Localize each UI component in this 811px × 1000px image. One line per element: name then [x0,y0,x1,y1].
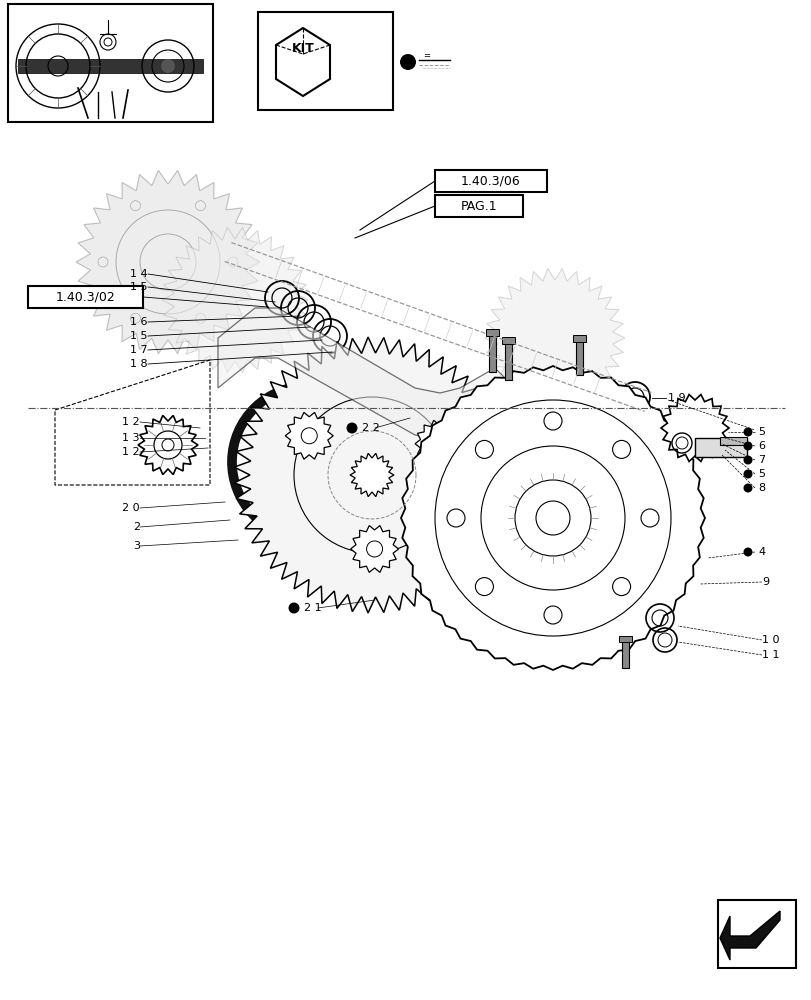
Bar [694,438,746,457]
Text: 1 5: 1 5 [131,331,148,341]
Polygon shape [276,28,329,96]
Text: 1 2: 1 2 [122,447,139,457]
Bar [18,59,203,73]
Polygon shape [138,415,198,475]
Polygon shape [162,227,307,373]
Text: 1 1: 1 1 [761,650,779,660]
Bar [501,337,514,344]
Polygon shape [414,420,462,467]
Polygon shape [217,308,504,440]
Text: 7: 7 [757,455,764,465]
Text: 1 6: 1 6 [131,317,148,327]
Text: 2 0: 2 0 [122,503,139,513]
Polygon shape [660,395,728,461]
Text: 1 9: 1 9 [667,393,684,403]
Text: 1 8: 1 8 [131,359,148,369]
Circle shape [161,59,175,73]
Bar [575,340,582,375]
Circle shape [288,602,299,613]
Circle shape [743,484,752,492]
Polygon shape [234,337,509,613]
Text: 1.40.3/02: 1.40.3/02 [56,290,116,304]
Bar [486,329,499,336]
Text: 2: 2 [133,522,139,532]
Polygon shape [719,911,779,960]
Polygon shape [484,268,624,408]
Text: KIT: KIT [291,42,314,55]
Text: 8: 8 [757,483,764,493]
Text: 5: 5 [757,427,764,437]
Polygon shape [350,526,398,572]
Text: 1 3: 1 3 [122,433,139,443]
Polygon shape [76,171,260,353]
Circle shape [743,470,752,479]
Text: 1 2: 1 2 [122,417,139,427]
Circle shape [743,428,752,436]
Bar [618,636,631,642]
Text: 1 4: 1 4 [131,269,148,279]
Text: 1 0: 1 0 [761,635,779,645]
Text: 1.40.3/06: 1.40.3/06 [461,175,520,188]
Circle shape [346,422,357,434]
Polygon shape [401,366,704,670]
Bar [573,335,586,342]
Text: 9: 9 [761,577,768,587]
Text: 6: 6 [757,441,764,451]
Circle shape [400,54,415,70]
Bar [621,640,629,668]
Bar [717,900,795,968]
Text: 4: 4 [757,547,764,557]
Text: 2 1: 2 1 [303,603,321,613]
Bar [488,334,496,372]
Bar [8,4,212,122]
Bar [435,170,547,192]
Text: 2 2: 2 2 [362,423,380,433]
Bar [28,286,143,308]
Bar [504,342,512,380]
Polygon shape [285,412,333,459]
Polygon shape [350,453,393,497]
Text: 1 7: 1 7 [131,345,148,355]
Text: 5: 5 [757,469,764,479]
Text: PAG.1: PAG.1 [460,200,496,213]
Bar [435,195,522,217]
Circle shape [743,548,752,556]
Circle shape [743,456,752,464]
Circle shape [743,442,752,450]
Bar [719,437,746,445]
Text: =: = [423,52,430,61]
Text: 3: 3 [133,541,139,551]
Bar [258,12,393,110]
Text: 1 5: 1 5 [131,282,148,292]
